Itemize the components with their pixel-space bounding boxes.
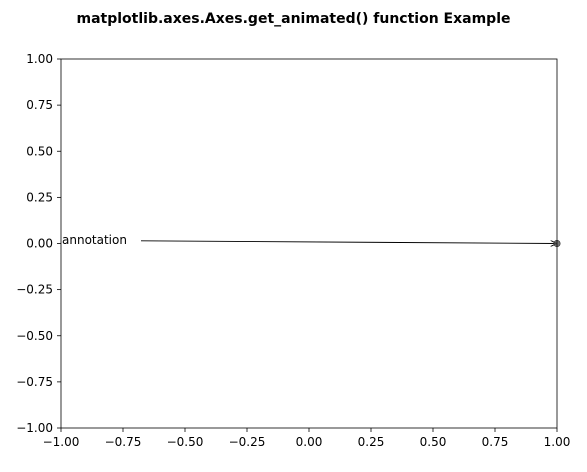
y-tick-label: −0.50 (16, 329, 53, 343)
x-tick-label: −0.25 (229, 435, 266, 449)
x-tick-label: −0.50 (167, 435, 204, 449)
annotation-label: annotation (62, 233, 127, 247)
axes-frame (60, 58, 558, 429)
x-tick-label: 0.25 (358, 435, 385, 449)
x-tick-label: 0.50 (420, 435, 447, 449)
y-tick-label: −0.75 (16, 375, 53, 389)
chart-title: matplotlib.axes.Axes.get_animated() func… (77, 11, 511, 27)
y-tick-label: 1.00 (26, 52, 53, 66)
x-tick-label: −1.00 (43, 435, 80, 449)
y-tick-label: −1.00 (16, 421, 53, 435)
plot-background (61, 59, 557, 428)
y-tick-label: −0.25 (16, 283, 53, 297)
x-tick-label: −0.75 (105, 435, 142, 449)
y-tick-label: 0.25 (26, 190, 53, 204)
annotation-arrow (140, 241, 556, 244)
x-tick-label: 0.00 (296, 435, 323, 449)
x-tick-label: 0.75 (482, 435, 509, 449)
y-tick-label: 0.00 (26, 237, 53, 251)
plot-area: −1.00 −0.75 −0.50 −0.25 0.00 0.25 0.50 0.75 1.00… (16, 52, 570, 449)
y-tick-label: 0.50 (26, 144, 53, 158)
y-tick-label: 0.75 (26, 98, 53, 112)
x-tick-label: 1.00 (544, 435, 571, 449)
